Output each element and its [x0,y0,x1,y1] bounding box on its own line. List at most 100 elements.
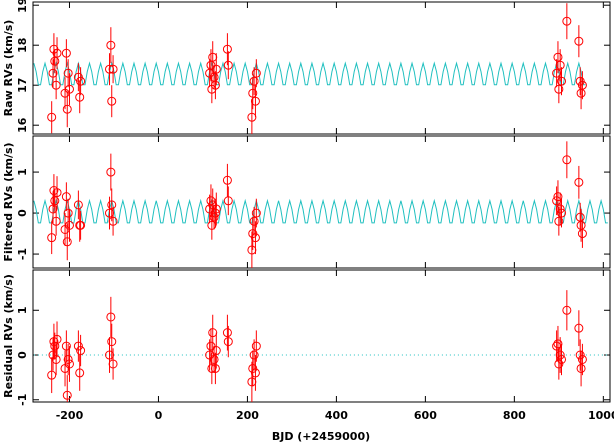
x-tick-label: 1000 [588,409,614,422]
x-tick-label: 400 [325,409,348,422]
data-point [248,363,258,373]
data-point [48,68,58,78]
data-point [557,76,567,86]
plot-area [33,141,608,268]
data-point [222,44,232,54]
data-point [51,80,61,90]
data-point [62,237,72,247]
model-line [33,61,586,86]
panel-frame [32,135,611,269]
y-tick-label: 1 [16,168,29,176]
data-point [50,341,60,351]
data-point [249,216,259,226]
data-point [51,354,61,364]
x-tick-label: 600 [414,409,437,422]
y-tick-label: 1 [16,306,29,314]
panel-frame [32,1,611,135]
y-tick-label: 16 [16,117,29,133]
data-point [222,328,232,338]
data-point [248,88,258,98]
data-point [555,350,565,360]
y-axis-label: Raw RVs (km/s) [2,20,15,117]
data-point [64,220,74,230]
data-point [50,196,60,206]
data-point [76,220,86,230]
data-point [577,354,587,364]
x-tick-label: 0 [155,409,163,422]
y-tick-label: 0 [16,209,29,217]
data-point [62,104,72,114]
panel-frame [32,269,611,403]
x-tick-label: 800 [503,409,526,422]
data-point [250,233,260,243]
data-point [251,341,261,351]
data-point [211,64,221,74]
data-point [211,346,221,356]
y-axis-label: Residual RVs (km/s) [2,274,15,398]
data-point [210,208,220,218]
data-point [211,204,221,214]
data-point [75,92,85,102]
data-point [249,76,259,86]
data-point [61,48,71,58]
data-point [107,96,117,106]
data-point [250,96,260,106]
y-tick-label: -1 [16,394,29,406]
data-point [64,359,74,369]
data-point [106,167,116,177]
data-point [73,341,83,351]
data-point [108,359,118,369]
data-point [554,359,564,369]
data-point [251,68,261,78]
data-point [76,346,86,356]
data-point [62,390,72,400]
data-point [210,363,220,373]
data-point [249,350,259,360]
y-tick-label: 17 [16,78,29,93]
data-point [562,305,572,315]
data-point [52,188,62,198]
data-point [555,204,565,214]
data-point [61,192,71,202]
data-point [574,323,584,333]
data-point [61,341,71,351]
data-point [63,208,73,218]
data-point [574,36,584,46]
data-point [554,216,564,226]
data-point [63,68,73,78]
data-point [107,200,117,210]
data-point [52,334,62,344]
data-point [107,337,117,347]
data-point [209,354,219,364]
data-point [50,56,60,66]
data-point [63,354,73,364]
data-point [562,155,572,165]
data-point [108,216,118,226]
x-tick-label: -200 [56,409,84,422]
plot-area [33,290,608,402]
data-point [223,60,233,70]
data-point [206,341,216,351]
data-point [575,350,585,360]
y-tick-label: 19 [16,0,29,13]
model-line [33,198,608,224]
data-point [577,80,587,90]
data-point [73,200,83,210]
data-point [576,363,586,373]
y-axis-label: Filtered RVs (km/s) [2,142,15,261]
y-tick-label: 0 [16,351,29,359]
plot-area [33,3,587,134]
data-point [553,192,563,202]
data-point [222,175,232,185]
data-point [106,312,116,322]
data-point [64,84,74,94]
data-point [106,40,116,50]
x-axis-label: BJD (+2459000) [272,430,370,443]
data-point [209,212,219,222]
data-point [250,368,260,378]
data-point [47,112,57,122]
data-point [75,368,85,378]
data-point [52,48,62,58]
data-point [562,16,572,26]
y-tick-label: 18 [16,38,29,53]
